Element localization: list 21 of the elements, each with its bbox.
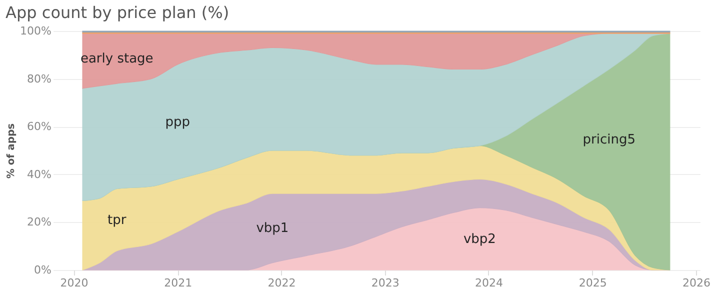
y-tick-label: 100% <box>20 24 52 38</box>
y-axis-title: % of apps <box>6 123 18 179</box>
x-tick-label: 2024 <box>474 276 503 290</box>
y-tick-label: 60% <box>27 120 52 134</box>
y-tick-label: 0% <box>34 264 52 276</box>
y-tick-label: 40% <box>27 168 52 181</box>
series-label: pricing5 <box>582 132 636 148</box>
x-tick-label: 2025 <box>578 276 607 290</box>
y-tick-label: 80% <box>27 72 52 86</box>
x-tick-label: 2023 <box>371 276 400 290</box>
series-label: early stage <box>80 51 154 66</box>
series-label: vbp2 <box>463 232 496 247</box>
x-tick-label: 2026 <box>682 276 711 290</box>
x-tick-label: 2020 <box>60 276 88 290</box>
y-tick-label: 20% <box>27 216 52 229</box>
series-label: vbp1 <box>256 221 289 236</box>
x-tick-label: 2021 <box>164 276 192 290</box>
series-label: ppp <box>165 114 190 130</box>
chart-title: App count by price plan (%) <box>6 3 230 22</box>
series-label: tpr <box>108 212 127 228</box>
x-tick-label: 2022 <box>268 276 296 290</box>
